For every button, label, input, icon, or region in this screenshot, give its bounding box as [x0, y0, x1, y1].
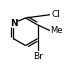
Text: Br: Br [33, 52, 43, 61]
Text: Me: Me [51, 26, 63, 35]
Circle shape [9, 19, 18, 27]
Text: N: N [10, 19, 17, 28]
Text: Cl: Cl [51, 10, 60, 19]
